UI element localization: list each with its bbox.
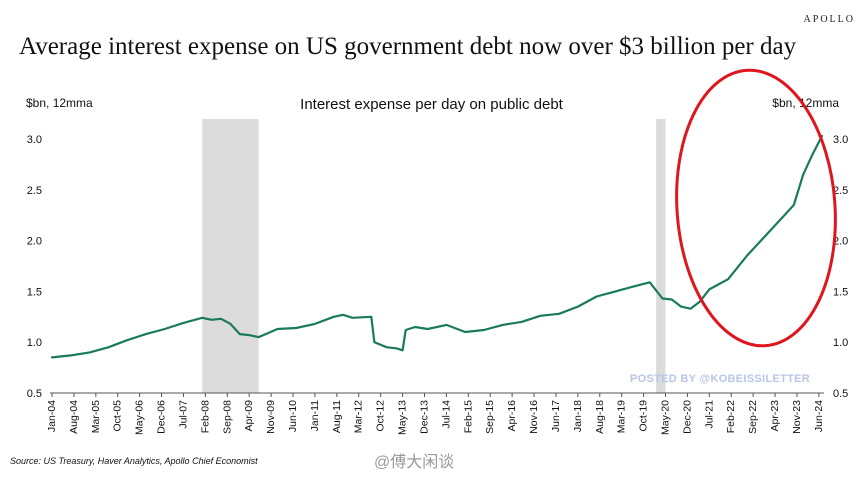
- y-tick-label-right: 2.5: [833, 185, 848, 197]
- highlight-ellipse: [675, 68, 837, 348]
- brand-logo: APOLLO: [803, 14, 855, 25]
- x-tick-label: Apr-23: [769, 400, 781, 432]
- y-tick-label-right: 3.0: [833, 134, 848, 146]
- y-tick-label-right: 2.0: [833, 236, 848, 248]
- x-tick-label: Feb-08: [199, 400, 211, 433]
- y-tick-label-left: 3.0: [27, 134, 42, 146]
- series-line-1: [50, 134, 824, 359]
- x-tick-label: Jul-07: [177, 400, 189, 429]
- x-tick-label: Feb-15: [462, 400, 474, 433]
- x-tick-label: May-13: [397, 400, 409, 435]
- x-tick-label: Apr-09: [243, 400, 255, 432]
- x-tick-label: Jun-17: [550, 400, 562, 432]
- x-tick-label: Jan-04: [46, 400, 58, 432]
- recession-band-1: [202, 119, 259, 393]
- y-tick-label-left: 0.5: [27, 388, 42, 400]
- y-tick-label-left: 2.5: [27, 185, 42, 197]
- x-tick-label: Jun-10: [287, 400, 299, 432]
- weibo-watermark: @傅大闲谈: [374, 454, 455, 471]
- x-tick-label: Dec-20: [681, 400, 693, 434]
- x-tick-label: Mar-19: [616, 400, 628, 433]
- x-tick-label: Oct-05: [112, 400, 124, 432]
- x-tick-label: Sep-15: [484, 400, 496, 434]
- y-tick-label-right: 1.5: [833, 286, 848, 298]
- y-tick-label-right: 1.0: [833, 337, 848, 349]
- x-tick-label: May-06: [134, 400, 146, 435]
- x-tick-label: Oct-19: [638, 400, 650, 432]
- x-tick-label: Aug-11: [331, 400, 343, 433]
- x-tick-label: Apr-16: [506, 400, 518, 432]
- y-tick-label-left: 2.0: [27, 236, 42, 248]
- x-tick-label: Jun-24: [813, 400, 825, 432]
- y-tick-label-left: 1.5: [27, 286, 42, 298]
- x-tick-label: Nov-09: [265, 400, 277, 434]
- x-tick-label: Mar-12: [353, 400, 365, 433]
- y-tick-label-left: 1.0: [27, 337, 42, 349]
- x-tick-label: Aug-18: [594, 400, 606, 434]
- x-tick-label: Nov-23: [791, 400, 803, 434]
- x-tick-label: Dec-13: [418, 400, 430, 434]
- x-tick-label: Jul-21: [703, 400, 715, 429]
- y-tick-label-right: 0.5: [833, 388, 848, 400]
- recession-band-2: [656, 119, 666, 393]
- x-tick-label: Mar-05: [90, 400, 102, 433]
- x-tick-label: Oct-12: [375, 400, 387, 432]
- x-tick-label: Jan-18: [572, 400, 584, 432]
- x-tick-label: Feb-22: [725, 400, 737, 433]
- x-tick-label: Dec-06: [156, 400, 168, 434]
- x-tick-label: Nov-16: [528, 400, 540, 434]
- source-note: Source: US Treasury, Haver Analytics, Ap…: [10, 456, 258, 466]
- x-tick-label: Sep-08: [221, 400, 233, 434]
- x-tick-label: Jan-11: [309, 400, 321, 431]
- y-axis-unit-left: $bn, 12mma: [26, 96, 93, 110]
- x-tick-label: Sep-22: [747, 400, 759, 434]
- x-tick-label: Aug-04: [68, 400, 80, 434]
- y-axis-unit-right: $bn, 12mma: [772, 96, 839, 110]
- x-tick-label: May-20: [659, 400, 671, 435]
- x-tick-label: Jul-14: [440, 400, 452, 429]
- posted-by-watermark: POSTED BY @KOBEISSILETTER: [630, 373, 810, 385]
- chart-title: Average interest expense on US governmen…: [19, 33, 797, 60]
- chart-subtitle: Interest expense per day on public debt: [300, 96, 563, 113]
